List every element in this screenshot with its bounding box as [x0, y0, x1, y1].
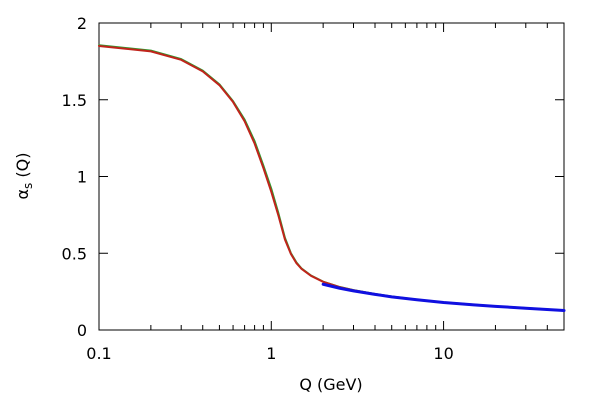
series-layer: [98, 44, 566, 313]
y-axis-label-suffix: (Q): [13, 153, 32, 183]
y-axis-label-subscript: s: [21, 183, 35, 189]
y-axis-label: αs (Q): [13, 153, 35, 200]
x-tick-label: 10: [433, 344, 453, 363]
y-tick-label: 0: [77, 321, 87, 340]
y-tick-label: 1: [77, 168, 87, 187]
y-tick-label: 1.5: [62, 91, 87, 110]
plot-area: [98, 22, 565, 331]
x-axis-label: Q (GeV): [299, 375, 362, 394]
series-line-3: [321, 282, 566, 313]
y-tick-label: 2: [77, 14, 87, 33]
ticks-layer: 0 0.5 1 1.5 2 0.1 1 10: [62, 14, 564, 363]
x-tick-label: 0.1: [86, 344, 111, 363]
x-tick-label: 1: [266, 344, 276, 363]
y-axis-label-symbol: α: [13, 189, 32, 200]
y-tick-label: 0.5: [62, 244, 87, 263]
